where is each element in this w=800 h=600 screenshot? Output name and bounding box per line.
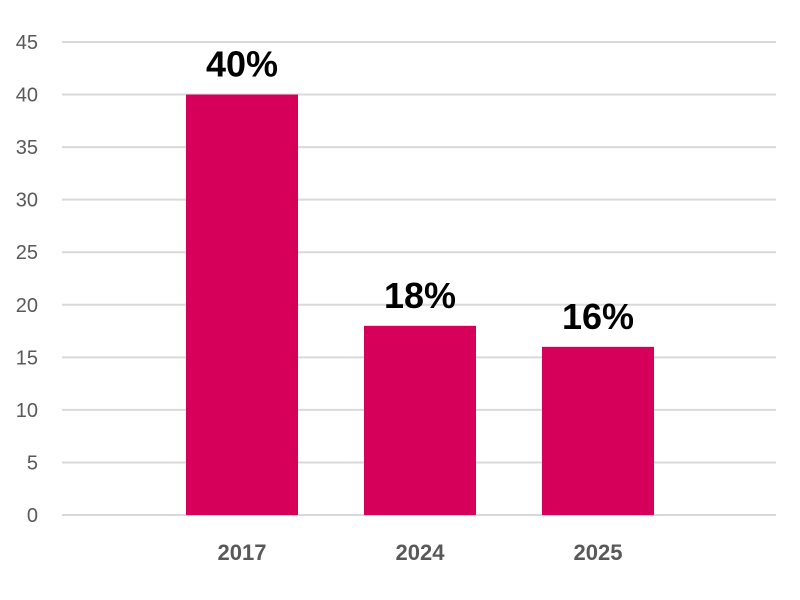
y-tick-label: 40 <box>16 85 38 107</box>
y-tick-label: 30 <box>16 190 38 212</box>
data-labels: 40% 18% 16% <box>206 44 634 337</box>
data-label-2017: 40% <box>206 44 278 85</box>
y-tick-label: 35 <box>16 137 38 159</box>
y-tick-label: 15 <box>16 347 38 369</box>
gridlines <box>62 41 776 516</box>
x-tick-label: 2017 <box>218 540 267 565</box>
y-tick-label: 20 <box>16 295 38 317</box>
bar-2025 <box>542 346 654 515</box>
data-label-2024: 18% <box>384 275 456 316</box>
y-tick-label: 10 <box>16 400 38 422</box>
x-tick-label: 2024 <box>396 540 446 565</box>
bars <box>186 94 654 516</box>
y-tick-label: 25 <box>16 242 38 264</box>
y-axis: 0 5 10 15 20 25 30 35 40 45 <box>16 32 38 527</box>
x-axis: 2017 2024 2025 <box>218 540 623 565</box>
y-tick-label: 0 <box>27 505 38 527</box>
data-label-2025: 16% <box>562 296 634 337</box>
bar-2017 <box>186 94 298 516</box>
y-tick-label: 5 <box>27 452 38 474</box>
x-tick-label: 2025 <box>574 540 623 565</box>
bar-2024 <box>364 325 476 515</box>
y-tick-label: 45 <box>16 32 38 54</box>
